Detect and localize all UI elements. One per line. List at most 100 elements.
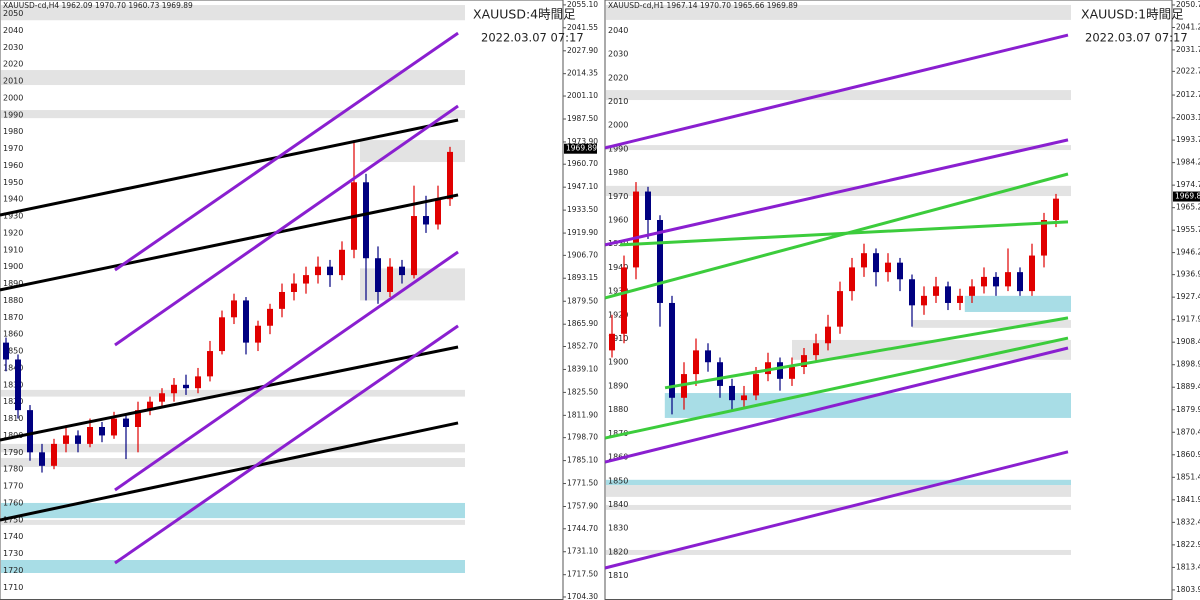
panel: 2050 2040 2030 2020 2010 2000 1990 1980 1970 1960… [0,0,598,600]
y-tick-label: 1798.70 [567,433,598,442]
level-label: 2020 [608,73,628,82]
level-label: 1950 [608,239,628,248]
candle-body [399,266,405,276]
candle-body [327,266,333,276]
level-label: 1860 [608,453,628,462]
chart-title: XAUUSD:4時間足 [473,7,576,22]
candle-body [27,410,33,453]
zone [1,560,465,573]
candle-body [1041,219,1047,256]
candle-body [123,418,129,428]
candle-body [87,427,93,444]
y-tick-label: 2001.10 [567,91,598,100]
candle-body [897,262,903,280]
level-label: 1840 [3,363,23,372]
zone [1,519,465,525]
y-tick-label: 1860.95 [1176,450,1200,459]
level-label: 1780 [3,465,23,474]
candle-body [375,258,381,292]
level-label: 2000 [608,121,628,130]
y-tick-label: 1879.95 [1176,405,1200,414]
y-tick-label: 1825.50 [567,387,598,396]
y-tick-label: 2027.90 [567,46,598,55]
level-label: 1760 [3,498,23,507]
level-label: 1710 [3,583,23,592]
y-tick-label: 1785.10 [567,456,598,465]
zone [912,320,1071,328]
candle-body [171,384,177,394]
y-tick-label: 2055.10 [567,0,598,9]
y-tick-label: 2014.35 [567,69,598,78]
candle-body [849,267,855,292]
candle-body [15,359,21,411]
candle-body [885,262,891,273]
candle-body [423,216,429,225]
y-tick-label: 1865.90 [567,319,598,328]
y-tick-label: 1893.15 [567,273,598,282]
candle-body [933,286,939,296]
y-tick-label: 1889.45 [1176,382,1200,391]
title-backdrop [1078,2,1168,50]
candle-body [825,326,831,344]
level-label: 1750 [3,515,23,524]
level-label: 1730 [3,549,23,558]
zone [606,485,1071,497]
y-tick-label: 1898.95 [1176,360,1200,369]
level-label: 2020 [3,60,23,69]
candle-body [135,410,141,428]
y-tick-label: 1757.90 [567,501,598,510]
candle-body [1053,198,1059,220]
candle-body [813,343,819,356]
candle-body [729,385,735,401]
level-label: 1740 [3,532,23,541]
level-label: 2050 [3,9,23,18]
level-label: 1930 [608,287,628,296]
trend-line [114,104,459,347]
y-tick-label: 2041.55 [567,23,598,32]
zone [1,502,465,519]
y-tick-label: 1965.20 [1176,203,1200,212]
zone [606,145,1071,151]
level-label: 1880 [3,296,23,305]
level-label: 1980 [3,127,23,136]
level-label: 1950 [3,178,23,187]
candle-body [765,362,771,375]
y-tick-label: 1832.45 [1176,517,1200,526]
y-tick-label: 1704.30 [567,592,598,600]
zone [1,110,465,119]
y-tick-label: 2031.75 [1176,45,1200,54]
candle-body [633,191,639,268]
candle-body [777,362,783,379]
trend-line [604,33,1069,150]
candle-body [207,351,213,377]
candle-body [63,435,69,444]
y-tick-label: 1974.70 [1176,180,1200,189]
candle-body [159,393,165,402]
zone [606,90,1071,101]
level-label: 1800 [3,431,23,440]
price-label: 1969.89 [1175,192,1200,201]
candle-body [147,401,153,411]
candle-body [255,325,261,343]
y-tick-label: 1879.50 [567,296,598,305]
level-label: 1820 [608,547,628,556]
panel: 2040 2030 2020 2010 2000 1990 1980 1970 1960 1950… [604,0,1200,600]
level-label: 1980 [608,168,628,177]
trend-line [664,316,1069,390]
zone [606,4,1071,20]
chart-title: XAUUSD:1時間足 [1081,7,1184,22]
candle-body [267,308,273,326]
y-tick-label: 2012.70 [1176,90,1200,99]
level-label: 2010 [3,77,23,86]
trend-line [604,336,1069,440]
y-tick-label: 1822.95 [1176,540,1200,549]
candle-body [315,266,321,276]
y-tick-label: 1973.90 [567,137,598,146]
candle-body [921,295,927,306]
candle-body [111,418,117,436]
candle-body [411,216,417,276]
candle-body [705,350,711,363]
trend-line [0,118,459,217]
level-label: 1790 [3,448,23,457]
